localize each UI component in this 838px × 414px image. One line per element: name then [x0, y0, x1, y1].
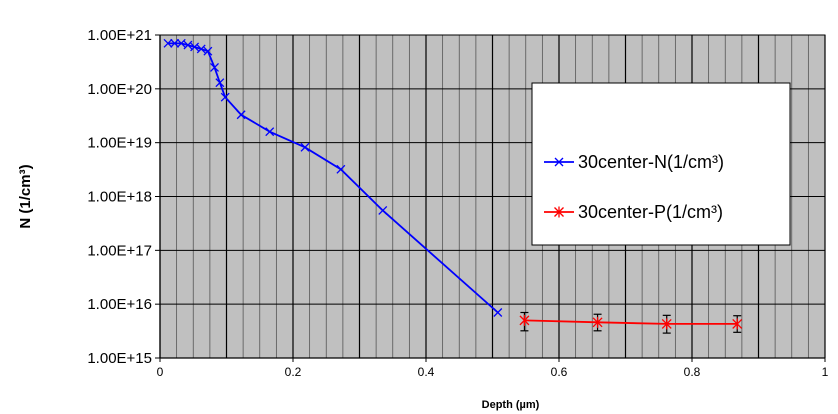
data-point — [183, 40, 193, 50]
y-tick-labels: 1.00E+15 1.00E+16 1.00E+17 1.00E+18 1.00E+19… — [87, 27, 160, 367]
y-tick-label: 1.00E+15 — [87, 350, 152, 367]
data-point — [661, 318, 672, 330]
data-point — [163, 38, 173, 48]
y-tick-label: 1.00E+20 — [87, 81, 152, 98]
x-marker-stroke — [196, 44, 206, 54]
legend-box — [531, 82, 791, 246]
x-marker-stroke — [176, 38, 186, 48]
legend: 30center-N(1/cm³) 30center-P(1/cm³) — [531, 82, 791, 246]
series-line — [167, 42, 499, 314]
y-tick-label: 1.00E+19 — [87, 135, 152, 152]
x-marker-stroke — [300, 142, 310, 152]
legend-item: 30center-P(1/cm³) — [544, 202, 723, 222]
x-marker-stroke — [203, 46, 213, 56]
x-marker-stroke — [163, 38, 173, 48]
x-tick-label: 0.2 — [285, 365, 302, 379]
legend-label: 30center-N(1/cm³) — [578, 152, 724, 172]
x-tick-label: 0 — [157, 365, 164, 379]
data-point — [220, 92, 230, 102]
x-tick-label: 1 — [822, 365, 829, 379]
data-point — [493, 308, 503, 317]
data-point — [215, 78, 225, 88]
x-tick-label: 0.8 — [684, 365, 701, 379]
x-marker-stroke — [170, 38, 180, 48]
x-tick-label: 0.4 — [418, 365, 435, 379]
data-point — [519, 314, 530, 326]
data-point — [265, 127, 275, 137]
y-tick-label: 1.00E+21 — [87, 27, 152, 44]
data-point — [170, 38, 180, 48]
data-point — [300, 142, 310, 152]
series-p — [519, 311, 743, 334]
x-marker-stroke — [220, 92, 230, 102]
legend-item: 30center-N(1/cm³) — [544, 152, 724, 172]
data-point — [196, 44, 206, 54]
x-marker-stroke — [215, 78, 225, 88]
data-point — [176, 38, 186, 48]
x-marker-stroke — [493, 308, 503, 317]
x-marker-stroke — [265, 127, 275, 137]
y-tick-label: 1.00E+18 — [87, 189, 152, 206]
data-point — [236, 110, 246, 120]
x-marker-stroke — [190, 42, 200, 52]
x-marker-stroke — [236, 110, 246, 120]
y-tick-label: 1.00E+17 — [87, 242, 152, 259]
series-layer — [163, 38, 743, 334]
x-marker-stroke — [183, 40, 193, 50]
series-n — [163, 38, 503, 317]
y-tick-label: 1.00E+16 — [87, 296, 152, 313]
y-axis-title: N (1/cm³) — [17, 164, 34, 228]
x-tick-labels: 0 0.2 0.4 0.6 0.8 1 — [157, 358, 829, 379]
x-marker-stroke — [554, 157, 564, 167]
x-marker-stroke — [210, 62, 219, 72]
x-marker-stroke — [378, 206, 388, 215]
legend-items: 30center-N(1/cm³) 30center-P(1/cm³) — [544, 152, 724, 222]
x-axis-title: Depth (µm) — [482, 399, 540, 411]
data-point — [732, 318, 743, 330]
data-point — [190, 42, 200, 52]
data-point — [378, 206, 388, 215]
series-line — [524, 319, 738, 325]
data-point — [203, 46, 213, 56]
data-point — [210, 62, 219, 72]
x-tick-label: 0.6 — [551, 365, 568, 379]
x-marker-stroke — [336, 164, 346, 174]
data-point — [592, 316, 603, 328]
legend-label: 30center-P(1/cm³) — [578, 202, 723, 222]
data-point — [336, 164, 346, 174]
